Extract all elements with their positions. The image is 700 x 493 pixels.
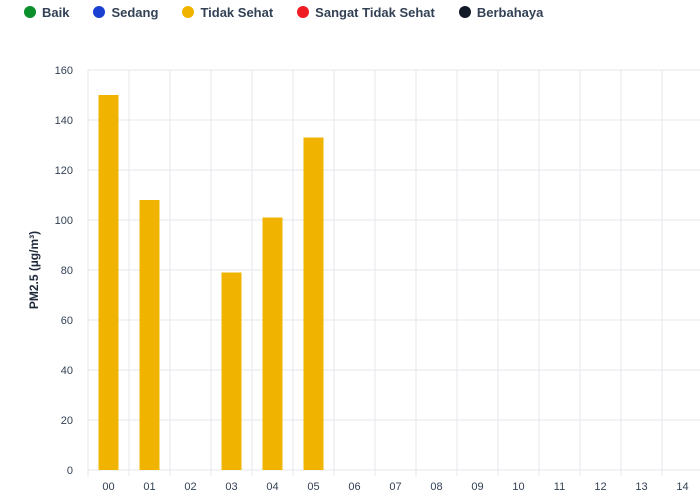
- y-tick-label: 160: [55, 65, 73, 77]
- y-tick-label: 140: [55, 115, 73, 127]
- x-tick-label: 00: [102, 481, 114, 493]
- x-tick-label: 09: [471, 481, 483, 493]
- y-tick-label: 20: [61, 415, 73, 427]
- bar-00[interactable]: [98, 95, 119, 470]
- bar-01[interactable]: [139, 200, 160, 470]
- x-axis-ticks: 00 01 02 03 04 05 06 07 08 09 10 11 12 13 14: [102, 481, 688, 493]
- legend-label: Berbahaya: [476, 4, 544, 20]
- legend-dot-icon: [182, 6, 195, 18]
- legend-dot-icon: [458, 6, 471, 18]
- bar-03[interactable]: [221, 272, 242, 471]
- x-tick-label: 10: [512, 481, 524, 493]
- x-tick-label: 04: [266, 481, 278, 493]
- x-tick-label: 01: [143, 481, 155, 493]
- legend-label: Tidak Sehat: [200, 4, 274, 20]
- legend-item-3[interactable]: Sangat Tidak Sehat: [297, 5, 435, 20]
- y-tick-label: 120: [55, 165, 73, 177]
- legend-label: Sedang: [111, 4, 159, 20]
- legend-item-4[interactable]: Berbahaya: [458, 4, 544, 20]
- x-tick-label: 03: [225, 481, 237, 493]
- x-tick-label: 12: [594, 481, 606, 493]
- grid: [87, 69, 700, 476]
- legend: Baik Sedang Tidak Sehat Sangat Tidak Sehat B…: [0, 0, 567, 24]
- legend-dot-icon: [93, 6, 106, 18]
- legend-item-0[interactable]: Baik: [24, 5, 69, 20]
- x-tick-label: 08: [430, 481, 442, 493]
- y-axis-ticks: 0 20 40 60 80 100 120 140 160: [55, 65, 73, 477]
- y-tick-label: 40: [61, 365, 73, 377]
- x-tick-label: 14: [676, 481, 688, 493]
- y-tick-label: 60: [61, 315, 73, 327]
- x-tick-label: 02: [184, 481, 196, 493]
- legend-item-2[interactable]: Tidak Sehat: [182, 5, 273, 20]
- x-tick-label: 11: [554, 481, 565, 493]
- legend-dot-icon: [24, 6, 36, 18]
- x-tick-label: 05: [307, 481, 319, 493]
- x-tick-label: 13: [635, 481, 647, 493]
- legend-label: Sangat Tidak Sehat: [315, 4, 435, 20]
- y-tick-label: 0: [67, 465, 73, 477]
- legend-item-1[interactable]: Sedang: [93, 5, 158, 20]
- x-tick-label: 06: [348, 481, 360, 493]
- x-tick-label: 07: [389, 481, 401, 493]
- legend-label: Baik: [42, 4, 70, 20]
- bars: [98, 95, 324, 471]
- bar-05[interactable]: [303, 137, 324, 471]
- y-tick-label: 80: [61, 265, 73, 277]
- y-axis-label: PM2.5 (µg/m³): [27, 231, 41, 309]
- y-tick-label: 100: [55, 215, 73, 227]
- bar-04[interactable]: [262, 217, 283, 471]
- legend-dot-icon: [297, 6, 310, 18]
